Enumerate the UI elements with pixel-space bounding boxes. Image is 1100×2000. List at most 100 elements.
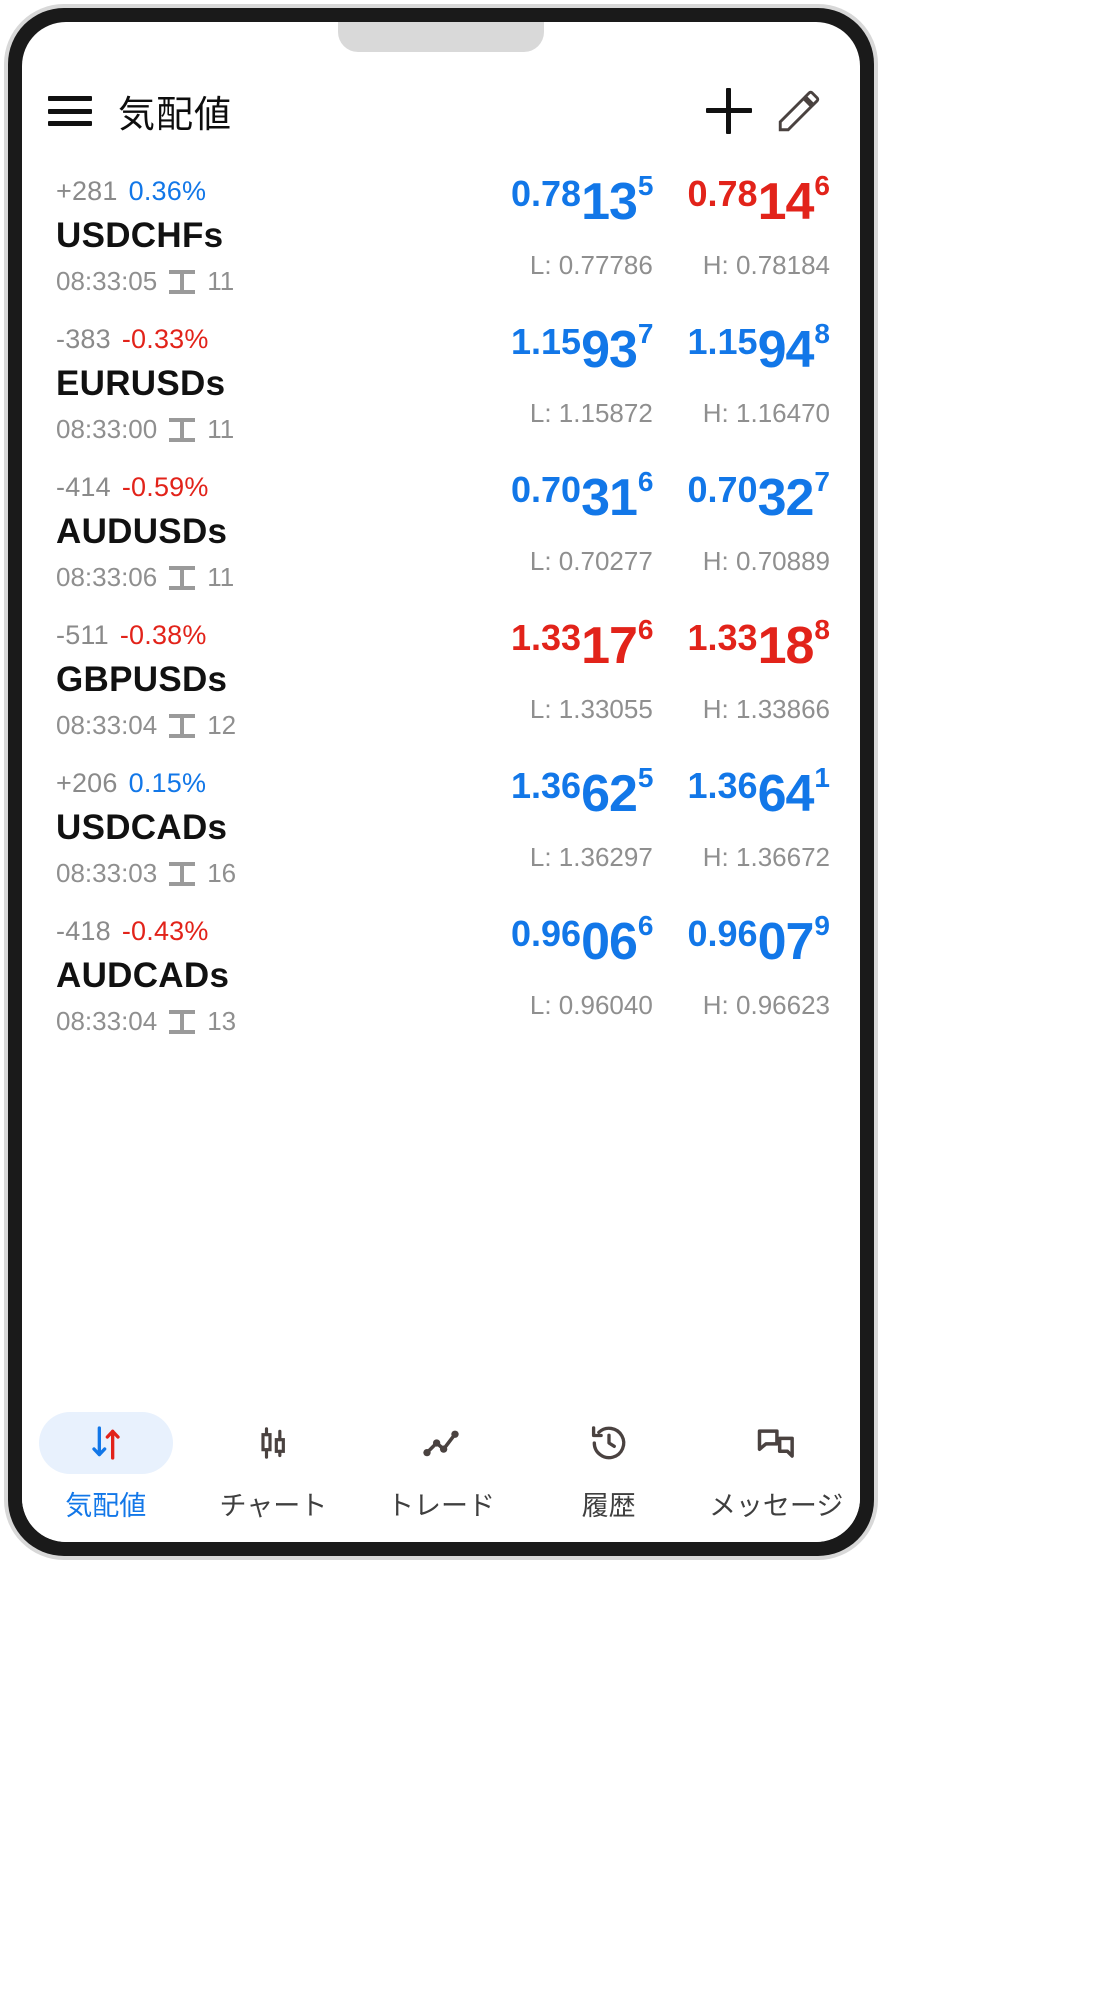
spread-icon (169, 565, 196, 590)
quotes-list[interactable]: +281 0.36% USDCHFs 08:33:05 11 0.78 13 5 (22, 162, 860, 1392)
quote-high: H: 1.16470 (702, 398, 830, 428)
quote-left: +206 0.15% USDCADs 08:33:03 16 (56, 768, 236, 889)
quote-low-high: L: 1.33055 H: 1.33866 (477, 694, 830, 725)
quote-low: L: 0.96040 (529, 990, 653, 1020)
ask-big: 32 (757, 469, 815, 527)
quote-right: 0.70 31 6 0.70 32 7 L: 0.70277 H: 0.70889 (477, 468, 831, 577)
tab-label: トレード (386, 1490, 495, 1522)
bid-big: 13 (581, 173, 638, 231)
quote-prices: 1.33 17 6 1.33 18 8 (477, 616, 831, 675)
ask-sup: 8 (814, 318, 830, 349)
hamburger-menu-icon[interactable] (48, 96, 92, 126)
bid-big: 93 (581, 321, 638, 379)
ask-price: 1.36 64 1 (688, 764, 831, 823)
bid-big: 06 (581, 913, 638, 971)
notch (338, 22, 544, 52)
quote-prices: 1.15 93 7 1.15 94 8 (477, 320, 831, 379)
spread-icon (169, 269, 196, 294)
quote-time: 08:33:00 (56, 414, 158, 444)
nav-pill (374, 1412, 508, 1474)
ask-sup: 8 (814, 614, 830, 645)
ask-int: 1.33 (687, 617, 758, 658)
tab-history[interactable]: 履歴 (525, 1412, 693, 1523)
quote-meta: 08:33:04 13 (56, 1006, 236, 1037)
quote-spread: 11 (207, 562, 235, 592)
ask-big: 94 (757, 321, 815, 379)
bid-price: 1.33 17 6 (511, 616, 654, 673)
bid-big: 62 (581, 765, 638, 823)
ask-big: 18 (757, 617, 815, 675)
candlestick-chart-icon (261, 1426, 286, 1459)
quote-spread: 11 (207, 414, 235, 444)
nav-pill (542, 1412, 676, 1474)
quote-low-high: L: 0.70277 H: 0.70889 (477, 546, 830, 577)
quote-low-high: L: 1.15872 H: 1.16470 (477, 398, 830, 429)
quote-symbol: EURUSDs (56, 364, 226, 403)
quote-spread: 12 (207, 710, 237, 740)
ask-sup: 1 (814, 762, 830, 793)
quote-prices: 0.78 13 5 0.78 14 6 (477, 172, 830, 231)
quote-time: 08:33:05 (56, 266, 158, 296)
ask-price: 1.15 94 8 (688, 320, 831, 379)
ask-big: 64 (757, 765, 815, 823)
edit-button[interactable] (764, 76, 834, 146)
quote-meta: 08:33:04 12 (56, 710, 236, 741)
bid-sup: 5 (637, 170, 654, 201)
table-row[interactable]: -414 -0.59% AUDUSDs 08:33:06 11 0.70 31 6 (22, 458, 860, 606)
bid-int: 0.96 (511, 913, 582, 954)
tab-charts[interactable]: チャート (190, 1412, 358, 1523)
quote-meta: 08:33:03 16 (56, 858, 236, 889)
nav-pill (709, 1412, 843, 1474)
ask-sup: 7 (814, 466, 830, 497)
bid-sup: 5 (637, 762, 654, 793)
ask-price: 1.33 18 8 (687, 616, 831, 675)
line-chart-points-icon (423, 1430, 459, 1456)
ask-int: 0.78 (687, 173, 758, 214)
quote-left: -511 -0.38% GBPUSDs 08:33:04 12 (56, 620, 236, 741)
tab-trade[interactable]: トレード (357, 1412, 525, 1523)
table-row[interactable]: -383 -0.33% EURUSDs 08:33:00 11 1.15 93 7 (22, 310, 860, 458)
ask-int: 0.96 (687, 913, 758, 954)
quote-percent: 0.36% (128, 176, 207, 206)
tab-label: 気配値 (65, 1490, 147, 1522)
quote-time: 08:33:04 (56, 1006, 158, 1036)
ask-price: 0.70 32 7 (688, 468, 831, 527)
bottom-navigation: 気配値 チャート (22, 1392, 860, 1542)
add-symbol-button[interactable] (694, 76, 764, 146)
bid-int: 1.33 (511, 617, 582, 658)
clock-history-icon (591, 1425, 625, 1459)
table-row[interactable]: +281 0.36% USDCHFs 08:33:05 11 0.78 13 5 (22, 162, 860, 310)
ask-big: 07 (757, 913, 815, 971)
app-header: 気配値 (22, 68, 860, 154)
spread-icon (169, 713, 196, 738)
nav-pill (206, 1412, 340, 1474)
bid-sup: 6 (637, 614, 654, 645)
quote-low: L: 0.70277 (529, 546, 653, 576)
quote-low-high: L: 0.77786 H: 0.78184 (477, 250, 830, 281)
table-row[interactable]: -418 -0.43% AUDCADs 08:33:04 13 0.96 06 6 (22, 902, 860, 1050)
tab-messages[interactable]: メッセージ (692, 1412, 860, 1523)
tab-label: 履歴 (581, 1490, 636, 1522)
ask-sup: 6 (814, 170, 830, 201)
quote-meta: 08:33:00 11 (56, 414, 234, 445)
table-row[interactable]: -511 -0.38% GBPUSDs 08:33:04 12 1.33 17 6 (22, 606, 860, 754)
quote-left: -418 -0.43% AUDCADs 08:33:04 13 (56, 916, 236, 1037)
bid-price: 0.78 13 5 (511, 172, 654, 231)
quote-symbol: AUDCADs (56, 956, 230, 995)
spread-icon (169, 861, 196, 886)
quote-symbol: USDCADs (56, 808, 228, 847)
quote-time: 08:33:04 (56, 710, 158, 740)
tab-quotes[interactable]: 気配値 (22, 1411, 190, 1523)
quote-symbol: AUDUSDs (56, 512, 228, 551)
quote-right: 1.15 93 7 1.15 94 8 L: 1.15872 H: 1.16470 (477, 320, 831, 429)
phone-frame: 気配値 +281 0.36% USDCHFs (8, 8, 874, 1556)
quote-left: +281 0.36% USDCHFs 08:33:05 11 (56, 176, 234, 297)
quote-delta: -511 (56, 620, 109, 650)
bid-int: 1.15 (511, 321, 582, 362)
bid-big: 31 (581, 469, 638, 527)
bid-price: 1.36 62 5 (511, 764, 654, 823)
quote-right: 1.33 17 6 1.33 18 8 L: 1.33055 H: 1.33866 (477, 616, 831, 725)
ask-price: 0.96 07 9 (687, 912, 831, 971)
bid-sup: 6 (637, 466, 654, 497)
table-row[interactable]: +206 0.15% USDCADs 08:33:03 16 1.36 62 5 (22, 754, 860, 902)
